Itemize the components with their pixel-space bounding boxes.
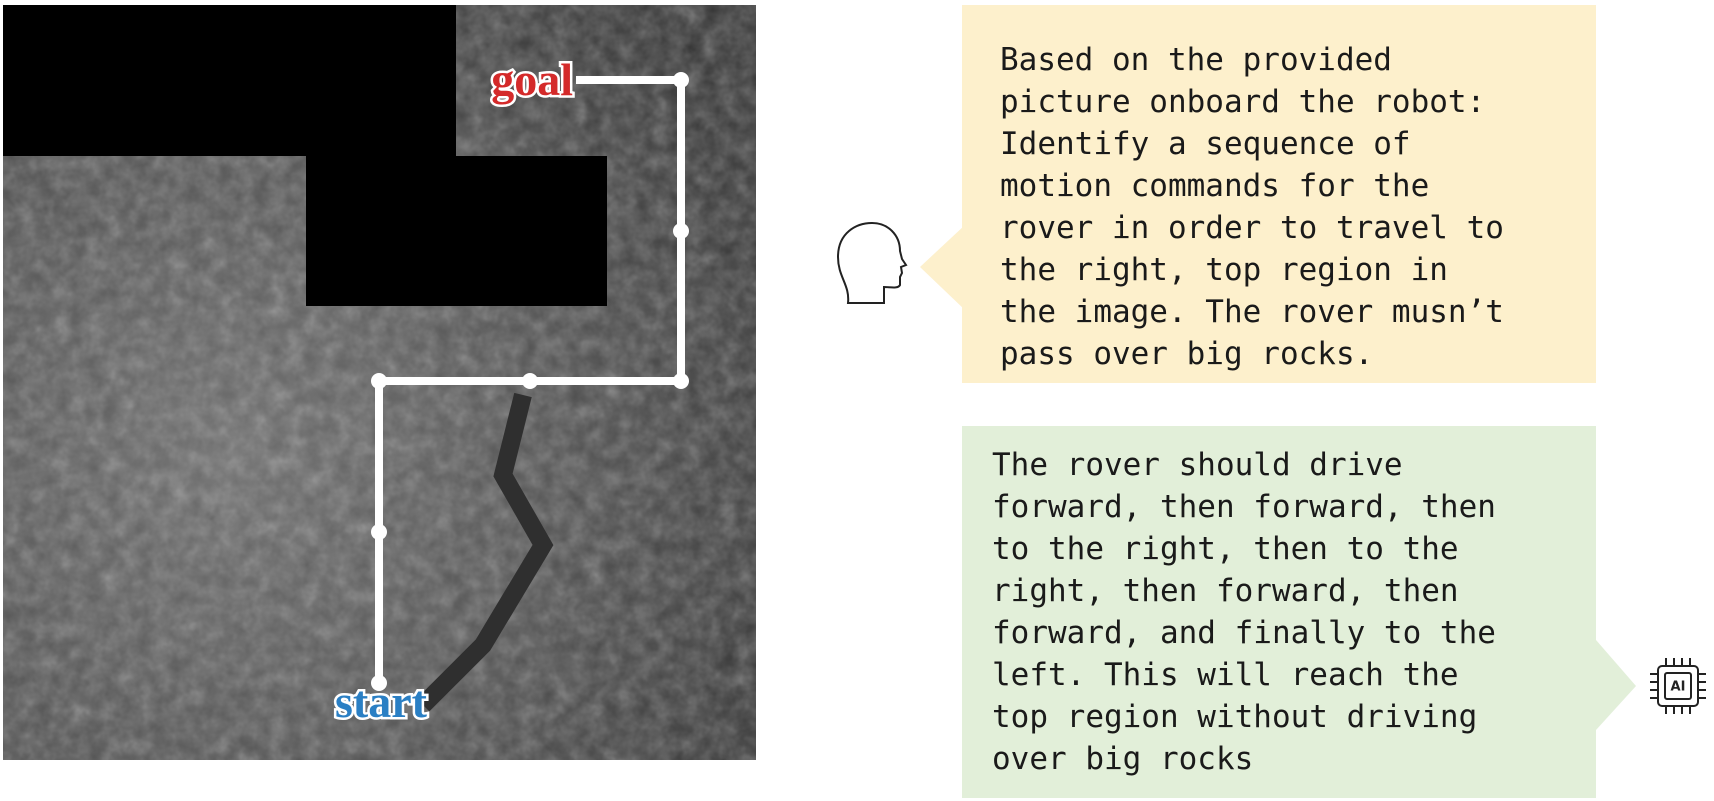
goal-label: goal — [491, 54, 573, 105]
text-line: pass over big rocks. — [1000, 336, 1374, 372]
ai-label: AI — [1671, 680, 1686, 695]
text-line: picture onboard the robot: — [1000, 84, 1486, 120]
prompt-bubble: Based on the provided picture onboard the… — [962, 5, 1596, 383]
waypoints — [371, 72, 689, 691]
text-line: Based on the provided — [1000, 42, 1392, 78]
text-line: The rover should drive — [992, 447, 1403, 483]
mask-block — [3, 5, 456, 156]
text-line: left. This will reach the — [992, 657, 1459, 693]
rock-ridge — [416, 392, 554, 712]
text-line: Identify a sequence of — [1000, 126, 1411, 162]
response-bubble: The rover should drive forward, then forw… — [962, 426, 1596, 798]
rover-image: goal start — [3, 5, 756, 760]
text-line: forward, and finally to the — [992, 615, 1496, 651]
text-line: right, then forward, then — [992, 573, 1459, 609]
text-line: rover in order to travel to — [1000, 210, 1504, 246]
text-line: the right, top region in — [1000, 252, 1448, 288]
mask-block — [306, 156, 607, 306]
text-line: forward, then forward, then — [992, 489, 1496, 525]
text-line: motion commands for the — [1000, 168, 1430, 204]
start-label: start — [335, 676, 428, 727]
text-line: the image. The rover musn’t — [1000, 294, 1504, 330]
text-line: to the right, then to the — [992, 531, 1459, 567]
human-icon — [836, 221, 965, 310]
text-line: over big rocks — [992, 741, 1254, 777]
text-line: top region without driving — [992, 699, 1478, 735]
ai-icon: AI — [1596, 640, 1706, 730]
